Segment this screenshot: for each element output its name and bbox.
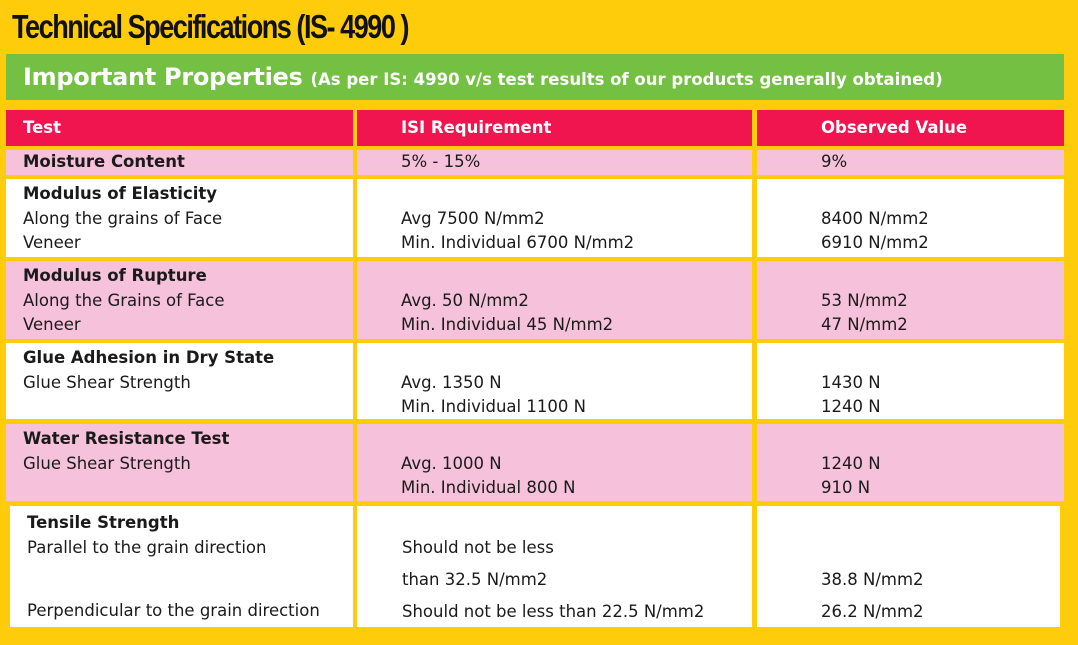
requirement-value [401, 346, 752, 371]
column-header-observed-value: Observed Value [757, 110, 1064, 146]
requirement-value [401, 264, 752, 289]
observed-value: 1240 N [821, 453, 881, 473]
requirement-value: than 32.5 N/mm2 [402, 569, 548, 589]
observed-value: 1240 N [821, 397, 881, 416]
test-detail: Veneer [23, 315, 81, 334]
table-row-rupture-observed: 53 N/mm2 47 N/mm2 [757, 261, 1064, 339]
observed-value: 8400 N/mm2 [821, 208, 929, 228]
table-row-elasticity-observed: 8400 N/mm2 6910 N/mm2 [757, 179, 1064, 257]
requirement-value [401, 182, 752, 207]
test-name: Moisture Content [23, 152, 185, 171]
observed-value: 9% [821, 152, 848, 171]
requirement-value: Avg. 50 N/mm2 [401, 290, 529, 310]
requirement-value: Should not be less than 22.5 N/mm2 [402, 601, 705, 621]
requirement-value: Min. Individual 800 N [401, 478, 576, 497]
requirement-value [401, 427, 752, 452]
observed-value: 38.8 N/mm2 [821, 569, 924, 589]
observed-value: 6910 N/mm2 [821, 233, 929, 252]
observed-value: 47 N/mm2 [821, 315, 908, 334]
column-header-test: Test [6, 110, 353, 146]
banner-heading: Important Properties [23, 63, 303, 91]
page-title: Technical Specifications (IS- 4990 ) [12, 8, 409, 45]
observed-value [821, 427, 1064, 452]
table-row-dry-adhesion-observed: 1430 N 1240 N [757, 343, 1064, 419]
observed-value [821, 511, 1060, 536]
test-detail: Along the grains of Face [23, 208, 223, 228]
table-row-moisture-test: Moisture Content [6, 150, 353, 175]
table-row-water-resistance-observed: 1240 N 910 N [757, 424, 1064, 501]
table-row-rupture-test: Modulus of Rupture Along the Grains of F… [6, 261, 353, 339]
test-detail: Along the Grains of Face [23, 290, 225, 310]
test-detail [27, 560, 353, 599]
requirement-value: 5% - 15% [401, 152, 481, 171]
table-row-rupture-requirement: Avg. 50 N/mm2 Min. Individual 45 N/mm2 [357, 261, 752, 339]
requirement-value: Min. Individual 6700 N/mm2 [401, 233, 635, 252]
observed-value: 1430 N [821, 372, 881, 392]
test-detail: Veneer [23, 233, 81, 252]
table-row-tensile-observed: 38.8 N/mm2 26.2 N/mm2 [757, 506, 1060, 627]
table-row-dry-adhesion-requirement: Avg. 1350 N Min. Individual 1100 N [357, 343, 752, 419]
test-detail: Glue Shear Strength [23, 453, 191, 473]
banner-subheading: (As per IS: 4990 v/s test results of our… [310, 69, 943, 89]
table-row-elasticity-requirement: Avg 7500 N/mm2 Min. Individual 6700 N/mm… [357, 179, 752, 257]
observed-value [821, 182, 1064, 207]
test-name: Tensile Strength [27, 513, 180, 532]
table-row-water-resistance-test: Water Resistance Test Glue Shear Strengt… [6, 424, 353, 501]
observed-value [821, 536, 1060, 568]
requirement-value: Avg. 1350 N [401, 372, 502, 392]
table-row-tensile-test: Tensile Strength Parallel to the grain d… [10, 506, 353, 627]
column-header-isi-requirement: ISI Requirement [357, 110, 752, 146]
observed-value: 26.2 N/mm2 [821, 601, 924, 621]
test-name: Modulus of Elasticity [23, 184, 218, 203]
table-row-moisture-observed: 9% [757, 150, 1064, 175]
table-row-tensile-requirement: Should not be less than 32.5 N/mm2 Shoul… [357, 506, 752, 627]
test-name: Glue Adhesion in Dry State [23, 348, 275, 367]
test-detail: Glue Shear Strength [23, 372, 191, 392]
requirement-value: Should not be less [402, 537, 554, 557]
test-name: Modulus of Rupture [23, 266, 207, 285]
table-row-water-resistance-requirement: Avg. 1000 N Min. Individual 800 N [357, 424, 752, 501]
requirement-value: Min. Individual 45 N/mm2 [401, 315, 614, 334]
table-row-dry-adhesion-test: Glue Adhesion in Dry State Glue Shear St… [6, 343, 353, 419]
test-detail: Parallel to the grain direction [27, 537, 267, 557]
observed-value: 910 N [821, 478, 871, 497]
requirement-value: Avg 7500 N/mm2 [401, 208, 545, 228]
test-detail: Perpendicular to the grain direction [27, 601, 320, 620]
properties-banner: Important Properties (As per IS: 4990 v/… [6, 54, 1064, 100]
requirement-value: Min. Individual 1100 N [401, 397, 586, 416]
test-name: Water Resistance Test [23, 429, 230, 448]
requirement-value: Avg. 1000 N [401, 453, 502, 473]
table-row-moisture-requirement: 5% - 15% [357, 150, 752, 175]
observed-value [821, 346, 1064, 371]
table-row-elasticity-test: Modulus of Elasticity Along the grains o… [6, 179, 353, 257]
observed-value [821, 264, 1064, 289]
observed-value: 53 N/mm2 [821, 290, 908, 310]
requirement-value [402, 511, 752, 536]
